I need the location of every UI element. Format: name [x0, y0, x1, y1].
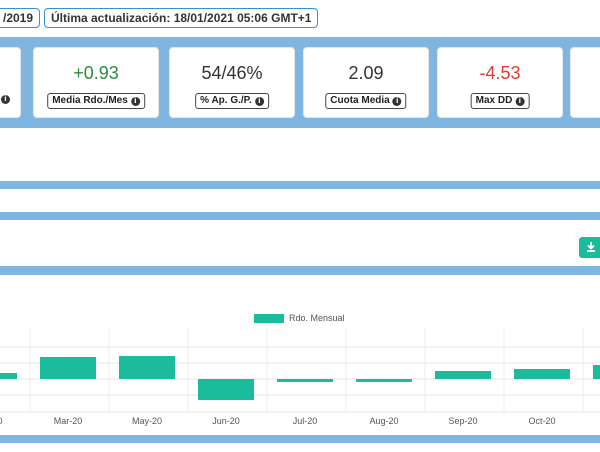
- monthly-result-chart: Rdo. Mensual 0 Mar-20 May-20 Jun-20 Jul-20 Au…: [0, 313, 600, 426]
- chart-legend[interactable]: Rdo. Mensual: [254, 313, 345, 323]
- stat-card-partial-right: [570, 47, 600, 118]
- chart-bar[interactable]: [0, 373, 17, 379]
- stat-label-monthly-result[interactable]: Media Rdo./Mes i: [47, 93, 145, 109]
- stat-label-win-loss[interactable]: % Ap. G./P. i: [195, 93, 269, 109]
- stat-value-monthly-result: +0.93: [73, 63, 119, 83]
- x-tick-label: Mar-20: [54, 416, 83, 426]
- chart-bar[interactable]: [119, 356, 175, 379]
- stat-label-text: Media Rdo./Mes: [52, 95, 128, 106]
- x-tick-label: 0: [0, 416, 3, 426]
- stat-value-max-dd: -4.53: [479, 63, 521, 83]
- chart-bar[interactable]: [356, 379, 412, 382]
- period-badge: /2019: [0, 8, 41, 28]
- divider-band: [0, 266, 600, 275]
- stat-value-win-loss: 54/46%: [201, 63, 263, 83]
- download-button[interactable]: [579, 237, 600, 258]
- info-icon[interactable]: i: [130, 96, 140, 106]
- legend-label: Rdo. Mensual: [289, 313, 345, 323]
- x-tick-label: Jun-20: [212, 416, 240, 426]
- stat-card-partial: i: [0, 47, 21, 118]
- x-tick-label: Jul-20: [293, 416, 318, 426]
- chart-bar[interactable]: [514, 369, 570, 379]
- chart-bar[interactable]: [593, 365, 600, 379]
- divider-band: [0, 181, 600, 189]
- info-icon[interactable]: i: [392, 96, 402, 106]
- stat-card-win-loss: 54/46% % Ap. G./P. i: [169, 47, 295, 118]
- info-icon[interactable]: i: [515, 96, 525, 106]
- info-icon[interactable]: i: [1, 95, 10, 104]
- divider-band: [0, 435, 600, 443]
- chart-bar[interactable]: [277, 379, 333, 382]
- x-tick-label: Oct-20: [528, 416, 555, 426]
- stat-label-max-dd[interactable]: Max DD i: [470, 93, 530, 109]
- stat-card-max-dd: -4.53 Max DD i: [437, 47, 563, 118]
- chart-x-ticks: 0 Mar-20 May-20 Jun-20 Jul-20 Aug-20 Sep-20 Oct…: [0, 416, 556, 426]
- stat-card-avg-odds: 2.09 Cuota Media i: [303, 47, 429, 118]
- chart-bar[interactable]: [198, 379, 254, 400]
- legend-swatch: [254, 314, 284, 323]
- x-tick-label: Sep-20: [448, 416, 477, 426]
- x-tick-label: Aug-20: [369, 416, 398, 426]
- chart-bars: [0, 356, 600, 400]
- chart-bar[interactable]: [40, 357, 96, 379]
- stat-label-text: Max DD: [475, 95, 513, 106]
- divider-band: [0, 212, 600, 220]
- last-update-badge: Última actualización: 18/01/2021 05:06 G…: [44, 8, 319, 28]
- stat-label-text: % Ap. G./P.: [200, 95, 252, 106]
- stat-label-avg-odds[interactable]: Cuota Media i: [325, 93, 407, 109]
- x-tick-label: May-20: [132, 416, 162, 426]
- info-icon[interactable]: i: [254, 96, 264, 106]
- stat-value-avg-odds: 2.09: [348, 63, 384, 83]
- download-icon: [587, 242, 595, 252]
- stat-label-text: Cuota Media: [330, 95, 390, 106]
- chart-bar[interactable]: [435, 371, 491, 379]
- stat-card-monthly-result: +0.93 Media Rdo./Mes i: [33, 47, 159, 118]
